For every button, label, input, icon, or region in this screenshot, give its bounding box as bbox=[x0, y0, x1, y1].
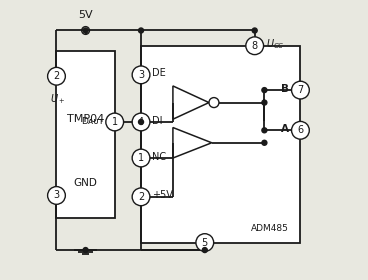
Text: TMP04: TMP04 bbox=[67, 114, 104, 124]
Circle shape bbox=[291, 122, 309, 139]
Circle shape bbox=[246, 37, 263, 55]
Circle shape bbox=[132, 113, 150, 131]
Text: 1: 1 bbox=[112, 117, 118, 127]
Circle shape bbox=[252, 28, 257, 33]
Text: +5V: +5V bbox=[152, 190, 173, 200]
Text: 2: 2 bbox=[53, 71, 60, 81]
Circle shape bbox=[83, 248, 88, 253]
Bar bbox=[56, 51, 115, 218]
Circle shape bbox=[132, 66, 150, 84]
Text: DI: DI bbox=[152, 116, 163, 126]
Text: 1: 1 bbox=[138, 153, 144, 163]
Circle shape bbox=[262, 88, 267, 93]
Text: 7: 7 bbox=[297, 85, 304, 95]
Text: NC: NC bbox=[152, 152, 166, 162]
Circle shape bbox=[291, 81, 309, 99]
Circle shape bbox=[262, 140, 267, 145]
Text: 6: 6 bbox=[297, 125, 304, 135]
Circle shape bbox=[47, 186, 66, 204]
Text: 5: 5 bbox=[202, 237, 208, 248]
Text: 3: 3 bbox=[138, 70, 144, 80]
Text: 4: 4 bbox=[138, 117, 144, 127]
Circle shape bbox=[138, 120, 144, 125]
Circle shape bbox=[132, 188, 150, 206]
Circle shape bbox=[132, 149, 150, 167]
Circle shape bbox=[196, 234, 214, 251]
Text: DE: DE bbox=[152, 69, 166, 78]
Circle shape bbox=[83, 28, 88, 33]
Text: 3: 3 bbox=[53, 190, 60, 200]
Text: Dᴀᴜᴛ: Dᴀᴜᴛ bbox=[82, 118, 105, 127]
Circle shape bbox=[262, 100, 267, 105]
Text: 8: 8 bbox=[252, 41, 258, 51]
Text: 5V: 5V bbox=[78, 10, 93, 20]
Text: B: B bbox=[282, 84, 289, 94]
Circle shape bbox=[106, 113, 124, 131]
Circle shape bbox=[202, 248, 207, 253]
Text: $U_{CC}$: $U_{CC}$ bbox=[266, 38, 284, 51]
Text: GND: GND bbox=[74, 178, 98, 188]
Text: ADM485: ADM485 bbox=[251, 224, 289, 233]
Circle shape bbox=[262, 128, 267, 133]
Text: A: A bbox=[282, 124, 289, 134]
Circle shape bbox=[138, 28, 144, 33]
Circle shape bbox=[47, 67, 66, 85]
Bar bbox=[141, 46, 300, 242]
Text: 2: 2 bbox=[138, 192, 144, 202]
Text: $U_+$: $U_+$ bbox=[50, 92, 66, 106]
